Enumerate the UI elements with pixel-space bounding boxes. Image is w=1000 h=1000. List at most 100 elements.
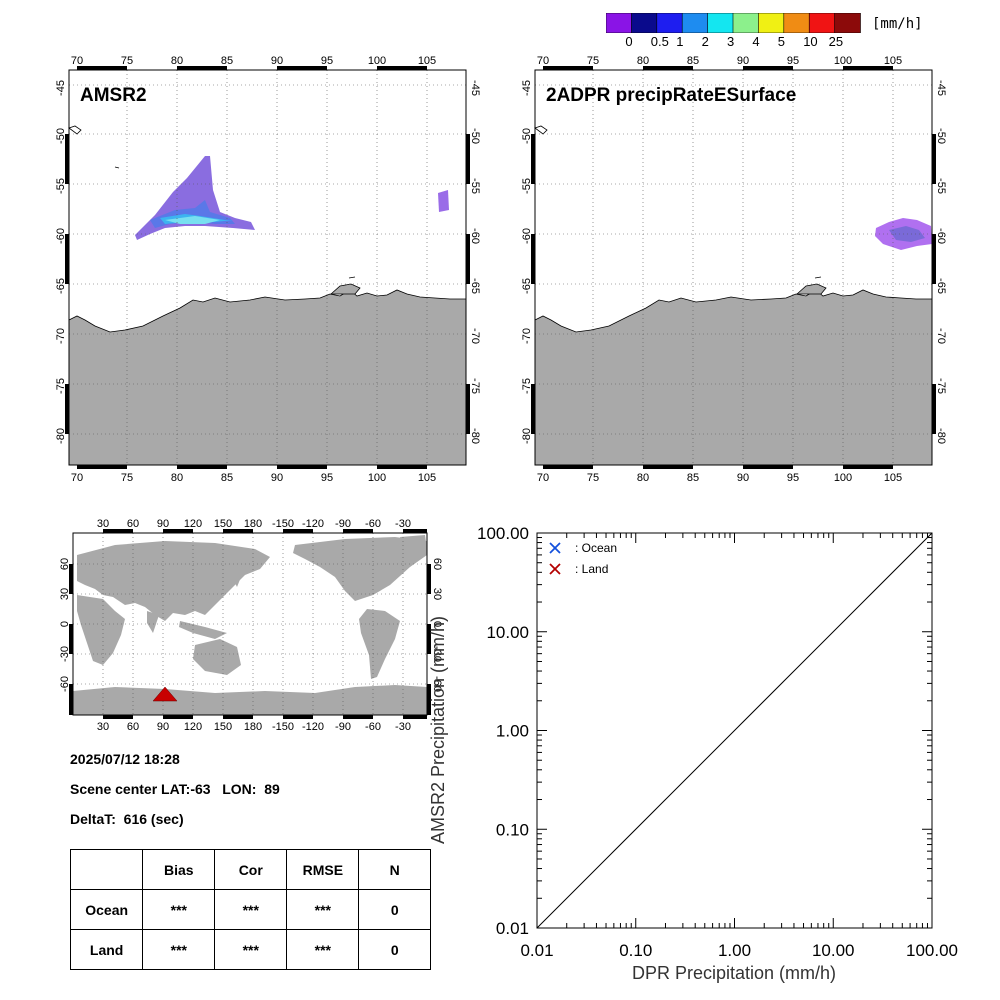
amsr2-lat-ticks-right: -45 -50 -55 -60 -65 -70 -75 -80: [469, 80, 481, 444]
lon-tick: -90: [335, 518, 351, 530]
lon-tick: 90: [737, 55, 749, 67]
x-tick-label: 1.00: [718, 941, 751, 960]
lon-tick: 80: [171, 472, 183, 484]
lon-tick: -150: [272, 518, 294, 530]
one-to-one-line: [536, 532, 933, 929]
stats-cell: Land: [69, 929, 144, 970]
scene-location-marker-icon: [152, 686, 178, 702]
lon-tick: 105: [884, 472, 902, 484]
lon-tick: 70: [537, 55, 549, 67]
dpr-lon-ticks-bottom: 70 75 80 85 90 95 100 105: [537, 472, 902, 484]
world-landmasses: [73, 535, 427, 715]
colorbar-swatch: [681, 13, 709, 33]
africa: [77, 595, 125, 665]
lat-tick: -60: [521, 228, 533, 244]
colorbar-tick-label: 4: [752, 34, 760, 49]
lat-tick: -60: [431, 676, 443, 692]
delta-t: DeltaT: 616 (sec): [70, 811, 184, 827]
y-tick-label: 0.01: [496, 919, 529, 938]
stats-cell: ***: [286, 929, 360, 970]
lon-tick: 90: [157, 721, 169, 733]
lon-tick: 105: [884, 55, 902, 67]
lat-tick: 60: [431, 558, 443, 570]
lat-tick: 0: [59, 621, 71, 627]
amsr2-map-panel: AMSR2 70 75 80 85 90 95 100 105 70 75 80…: [55, 55, 481, 484]
lat-tick: -60: [55, 228, 67, 244]
lat-tick: 60: [59, 558, 71, 570]
lon-tick: 95: [787, 472, 799, 484]
amsr2-precip-swath: [135, 156, 449, 240]
colorbar-tick-label: 0: [625, 34, 633, 49]
dpr-title: 2ADPR precipRateESurface: [546, 85, 796, 106]
lon-tick: 100: [368, 472, 386, 484]
stats-cell: ***: [286, 889, 360, 930]
lat-tick: -80: [521, 428, 533, 444]
lon-tick: 80: [171, 55, 183, 67]
lon-tick: 30: [97, 518, 109, 530]
lon-tick: 95: [321, 55, 333, 67]
lon-tick: 85: [687, 472, 699, 484]
stats-table: Bias Cor RMSE N Ocean *** *** *** 0 Land…: [69, 849, 431, 970]
stats-cell: ***: [142, 929, 216, 970]
lon-tick: 105: [418, 472, 436, 484]
lon-tick: 60: [127, 721, 139, 733]
lon-tick: 90: [271, 472, 283, 484]
amsr2-lon-ticks-top: 70 75 80 85 90 95 100 105: [71, 55, 436, 67]
lon-tick: -120: [302, 518, 324, 530]
indonesia: [179, 621, 227, 639]
lon-tick: -30: [395, 721, 411, 733]
island: [814, 276, 822, 279]
lat-tick: 30: [431, 588, 443, 600]
stats-header-cell: RMSE: [286, 849, 360, 890]
lat-tick: -65: [55, 278, 67, 294]
coastline-detail: [329, 283, 361, 295]
stats-row-land: Land *** *** *** 0: [69, 929, 431, 970]
colorbar-tick-label: 10: [803, 34, 818, 49]
lat-tick: -65: [469, 278, 481, 294]
lat-tick: -70: [521, 328, 533, 344]
lat-tick: -65: [521, 278, 533, 294]
lon-tick: 90: [271, 55, 283, 67]
lon-tick: 105: [418, 55, 436, 67]
lat-tick: -50: [521, 128, 533, 144]
colorbar-swatch: [631, 13, 658, 33]
lat-tick: -30: [431, 646, 443, 662]
y-axis-label: AMSR2 Precipitation (mm/h): [428, 616, 448, 844]
lon-tick: -90: [335, 721, 351, 733]
lat-tick: -75: [935, 378, 947, 394]
colorbar-tick-label: 5: [777, 34, 786, 49]
lon-tick: 70: [537, 472, 549, 484]
lat-tick: -50: [935, 128, 947, 144]
lat-tick: -70: [55, 328, 67, 344]
stats-row-ocean: Ocean *** *** *** 0: [69, 889, 431, 930]
amsr2-frame-bars: [65, 66, 470, 469]
island: [68, 125, 82, 135]
land-marker-icon: [549, 563, 561, 575]
y-tick-label: 100.00: [477, 524, 529, 543]
lon-tick: 100: [368, 55, 386, 67]
eurasia: [77, 541, 270, 621]
lon-tick: 150: [214, 721, 232, 733]
stats-header-cell: Bias: [142, 849, 216, 890]
dpr-lat-ticks-right: -45 -50 -55 -60 -65 -70 -75 -80: [935, 80, 947, 444]
stats-header-cell: N: [358, 849, 431, 890]
lat-tick: -65: [935, 278, 947, 294]
amsr2-lon-ticks-bottom: 70 75 80 85 90 95 100 105: [71, 472, 436, 484]
lat-tick: -55: [521, 178, 533, 194]
lon-tick: 90: [157, 518, 169, 530]
lon-tick: 75: [121, 55, 133, 67]
lon-tick: 120: [184, 518, 202, 530]
north-america: [293, 537, 427, 601]
y-tick-label: 10.00: [486, 623, 529, 642]
lat-tick: -50: [469, 128, 481, 144]
antarctica-landmass: [534, 289, 933, 466]
lat-tick: -75: [469, 378, 481, 394]
lon-tick: 85: [221, 472, 233, 484]
colorbar-swatch: [656, 13, 683, 33]
lat-tick: 0: [431, 621, 443, 627]
lat-tick: -70: [469, 328, 481, 344]
stats-header-cell: [69, 849, 144, 890]
south-america: [359, 609, 400, 679]
coastline-detail: [795, 283, 827, 295]
lat-tick: -60: [469, 228, 481, 244]
